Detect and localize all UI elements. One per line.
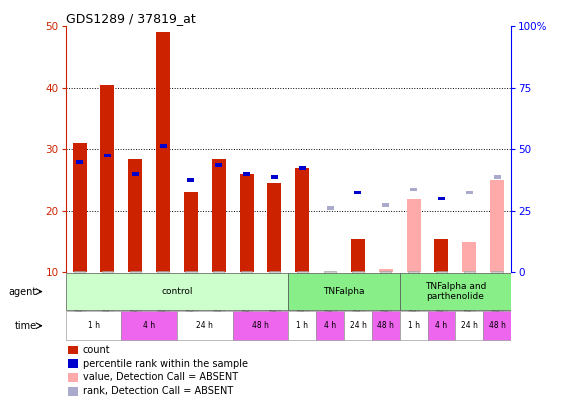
Text: 1 h: 1 h <box>296 321 308 330</box>
Bar <box>400 311 428 340</box>
Bar <box>351 239 365 273</box>
Text: GSM47318: GSM47318 <box>465 273 474 316</box>
Bar <box>288 311 316 340</box>
Bar <box>160 145 167 148</box>
Bar <box>483 311 511 340</box>
Bar <box>407 198 421 273</box>
Text: GSM47312: GSM47312 <box>325 273 335 316</box>
Text: GSM47302: GSM47302 <box>75 273 84 316</box>
Text: 1 h: 1 h <box>87 321 99 330</box>
Bar <box>76 160 83 164</box>
Bar <box>122 311 177 340</box>
Text: 1 h: 1 h <box>408 321 420 330</box>
Bar <box>215 163 222 166</box>
Bar <box>428 311 456 340</box>
Bar <box>271 175 278 179</box>
Text: rank, Detection Call = ABSENT: rank, Detection Call = ABSENT <box>83 386 233 396</box>
Bar <box>438 197 445 200</box>
Bar <box>490 180 504 273</box>
Bar <box>66 273 288 310</box>
Text: GSM47320: GSM47320 <box>493 273 502 316</box>
Text: GSM47311: GSM47311 <box>297 273 307 316</box>
Bar <box>463 242 476 273</box>
Bar <box>316 311 344 340</box>
Text: 4 h: 4 h <box>324 321 336 330</box>
Text: GSM47315: GSM47315 <box>409 273 418 316</box>
Text: GDS1289 / 37819_at: GDS1289 / 37819_at <box>66 12 195 25</box>
Bar <box>379 269 393 273</box>
Bar <box>344 311 372 340</box>
Bar <box>187 178 194 182</box>
Text: GSM47304: GSM47304 <box>103 273 112 316</box>
Text: 4 h: 4 h <box>143 321 155 330</box>
Text: GSM47307: GSM47307 <box>186 273 195 316</box>
Text: 48 h: 48 h <box>489 321 505 330</box>
Text: 24 h: 24 h <box>461 321 478 330</box>
Text: 48 h: 48 h <box>377 321 394 330</box>
Bar <box>299 166 305 170</box>
Bar <box>466 191 473 194</box>
Text: GSM47316: GSM47316 <box>437 273 446 316</box>
Bar <box>240 174 254 273</box>
Bar <box>68 360 78 368</box>
Text: agent: agent <box>9 287 37 296</box>
Text: GSM47310: GSM47310 <box>270 273 279 316</box>
Bar <box>177 311 233 340</box>
Bar <box>66 311 122 340</box>
Text: GSM47306: GSM47306 <box>159 273 168 316</box>
Bar <box>104 153 111 158</box>
Text: 24 h: 24 h <box>196 321 214 330</box>
Bar <box>295 168 309 273</box>
Bar <box>372 311 400 340</box>
Bar <box>156 32 170 273</box>
Bar <box>68 345 78 354</box>
Bar <box>383 203 389 207</box>
Bar <box>132 172 139 176</box>
Bar <box>494 175 501 179</box>
Text: GSM47314: GSM47314 <box>381 273 391 316</box>
Text: time: time <box>15 321 37 331</box>
Bar <box>243 172 250 176</box>
Text: control: control <box>161 287 193 296</box>
Bar <box>410 188 417 191</box>
Bar <box>73 143 87 273</box>
Text: GSM47308: GSM47308 <box>214 273 223 316</box>
Text: value, Detection Call = ABSENT: value, Detection Call = ABSENT <box>83 373 238 382</box>
Bar <box>267 183 282 273</box>
Bar <box>184 192 198 273</box>
Bar <box>435 239 448 273</box>
Text: GSM47309: GSM47309 <box>242 273 251 316</box>
Text: percentile rank within the sample: percentile rank within the sample <box>83 359 248 369</box>
Bar <box>233 311 288 340</box>
Text: 24 h: 24 h <box>349 321 367 330</box>
Bar <box>128 159 142 273</box>
Text: GSM47305: GSM47305 <box>131 273 140 316</box>
Bar <box>355 191 361 194</box>
Text: count: count <box>83 345 110 355</box>
Bar <box>327 206 333 210</box>
Text: GSM47313: GSM47313 <box>353 273 363 316</box>
Bar <box>100 85 114 273</box>
Bar <box>68 387 78 396</box>
Text: TNFalpha and
parthenolide: TNFalpha and parthenolide <box>425 282 486 301</box>
Text: TNFalpha: TNFalpha <box>323 287 365 296</box>
Bar <box>212 159 226 273</box>
Bar <box>400 273 511 310</box>
Text: 48 h: 48 h <box>252 321 269 330</box>
Bar <box>456 311 483 340</box>
Bar <box>288 273 400 310</box>
Text: 4 h: 4 h <box>436 321 448 330</box>
Bar <box>68 373 78 382</box>
